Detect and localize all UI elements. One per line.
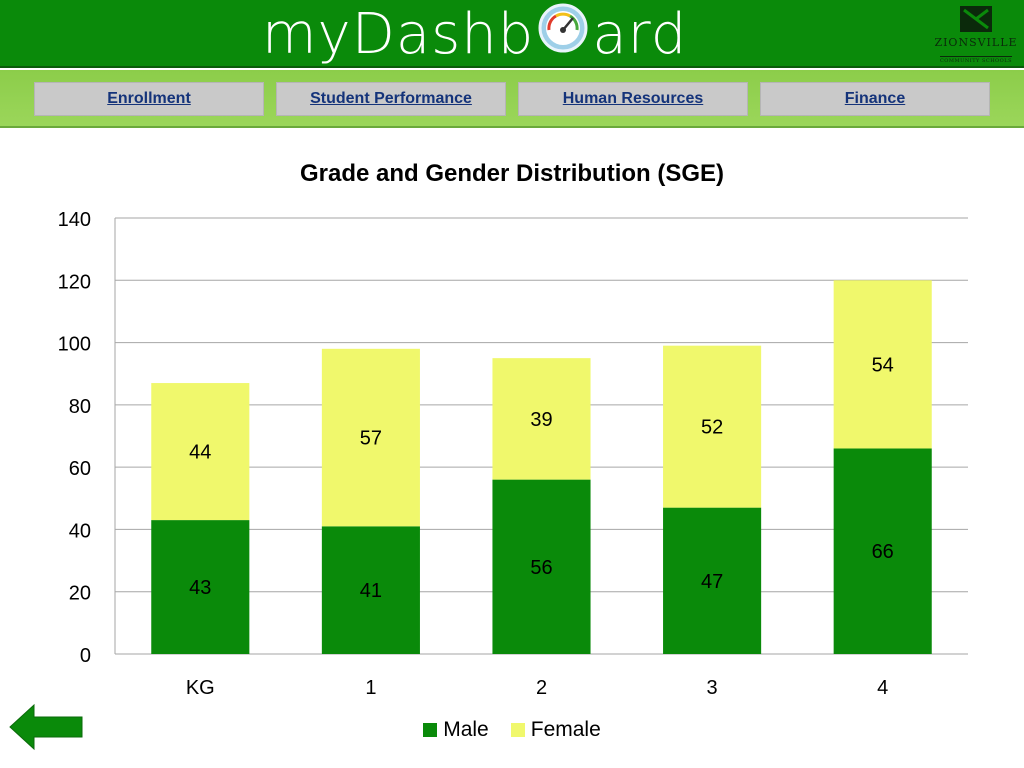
data-label: 44	[189, 442, 211, 464]
nav-student-performance[interactable]: Student Performance	[276, 82, 506, 116]
bar-female-3	[663, 345, 762, 508]
nav-human-resources[interactable]: Human Resources	[518, 82, 748, 116]
nav-finance[interactable]: Finance	[760, 82, 990, 116]
y-tick-label: 80	[69, 396, 91, 418]
legend-swatch-male	[423, 723, 438, 737]
legend-label-male: Male	[443, 718, 489, 741]
y-tick-label: 120	[58, 271, 91, 293]
y-tick-label: 20	[69, 583, 91, 605]
title-left-text: myDashb	[262, 1, 535, 67]
data-label: 39	[530, 409, 552, 431]
y-tick-label: 60	[69, 458, 91, 480]
gauge-icon	[538, 2, 588, 67]
nav-bar: Enrollment Student Performance Human Res…	[0, 70, 1024, 128]
data-label: 52	[701, 417, 723, 439]
y-tick-label: 100	[58, 334, 91, 356]
data-label: 47	[701, 571, 723, 593]
data-label: 41	[360, 580, 382, 602]
back-arrow-icon	[9, 703, 83, 751]
bar-male-4	[833, 448, 932, 654]
header-bar: myDashb ard ZIONSVILLE COMMUNITY SCHOOLS	[0, 0, 1024, 68]
chart-legend: Male Female	[0, 718, 1024, 742]
y-tick-label: 140	[58, 209, 91, 231]
bar-female-2	[492, 358, 591, 480]
bar-male-kg	[151, 520, 250, 654]
x-tick-label: 1	[365, 677, 376, 699]
legend-entry-male: Male	[423, 718, 489, 742]
bar-female-4	[833, 280, 932, 449]
data-label: 54	[872, 354, 894, 376]
logo-subtext: COMMUNITY SCHOOLS	[939, 56, 1012, 64]
chart-title: Grade and Gender Distribution (SGE)	[299, 160, 725, 187]
y-tick-label: 0	[80, 645, 91, 667]
bar-male-1	[321, 526, 420, 654]
logo-mark-icon	[958, 4, 994, 34]
bar-female-1	[321, 348, 420, 527]
x-tick-label: KG	[186, 677, 215, 699]
legend-swatch-female	[510, 723, 525, 737]
district-logo: ZIONSVILLE COMMUNITY SCHOOLS	[934, 4, 1018, 64]
x-tick-label: 2	[536, 677, 547, 699]
nav-enrollment[interactable]: Enrollment	[34, 82, 264, 116]
y-tick-label: 40	[69, 520, 91, 542]
data-label: 57	[360, 428, 382, 450]
title-right-text: ard	[592, 1, 688, 67]
logo-text: ZIONSVILLE	[934, 36, 1018, 49]
x-tick-label: 4	[877, 677, 888, 699]
legend-entry-female: Female	[510, 718, 601, 742]
legend-label-female: Female	[530, 718, 601, 741]
bar-female-kg	[151, 383, 250, 521]
bar-male-3	[663, 507, 762, 654]
data-label: 66	[872, 541, 894, 563]
bar-male-2	[492, 479, 591, 654]
data-label: 56	[530, 557, 552, 579]
data-label: 43	[189, 577, 211, 599]
back-button[interactable]	[8, 702, 86, 752]
x-tick-label: 3	[707, 677, 718, 699]
app-title: myDashb ard	[262, 0, 687, 68]
